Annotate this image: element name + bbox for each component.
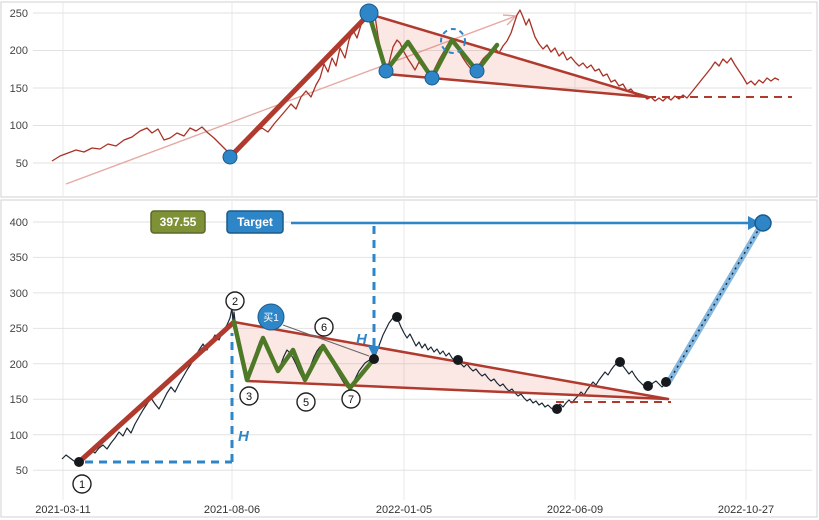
ytick-label: 250 <box>10 8 28 20</box>
ytick-label: 400 <box>10 217 28 229</box>
pivot-dot-black <box>643 381 653 391</box>
peak-dot <box>359 3 379 23</box>
pivot-dot-black <box>552 404 562 414</box>
wave-circle-7 <box>341 389 361 409</box>
height-label-h1: H <box>238 428 250 445</box>
wave-label-2: 2 <box>232 296 238 308</box>
top-panel-frame <box>0 1 818 198</box>
pennant-upper-line <box>232 320 670 401</box>
ytick-label: 250 <box>10 323 28 335</box>
wave-circle-1 <box>72 474 92 494</box>
wave-circle-3 <box>239 386 259 406</box>
ytick-label: 100 <box>10 430 28 442</box>
pivot-dot-black <box>74 457 84 467</box>
impulse-trendline <box>76 319 237 465</box>
xtick-label: 2021-03-11 <box>35 504 90 516</box>
ytick-label: 200 <box>10 359 28 371</box>
xtick-label: 2022-01-05 <box>376 504 432 516</box>
buy-pointer-line <box>282 324 370 357</box>
pivot-dot <box>469 63 485 79</box>
impulse-trendline <box>227 11 372 160</box>
ytick-label: 150 <box>10 394 28 406</box>
ytick-label: 100 <box>10 120 28 132</box>
pivot-dot-black <box>615 357 625 367</box>
ytick-label: 50 <box>16 465 28 477</box>
ytick-label: 150 <box>10 83 28 95</box>
ytick-label: 200 <box>10 45 28 57</box>
buy-marker-badge <box>257 303 285 331</box>
wave-circle-5 <box>296 392 316 412</box>
wave-circle-2 <box>225 291 245 311</box>
wave-label-1: 1 <box>79 479 85 491</box>
target-word-badge <box>226 210 284 234</box>
wave-label-7: 7 <box>348 394 354 406</box>
wave-label-5: 5 <box>303 397 309 409</box>
target-price-badge <box>150 210 206 234</box>
breakout-dot <box>369 354 379 364</box>
projection-dotted-overlay <box>667 226 761 384</box>
long-trend-arrow <box>65 15 517 185</box>
wave-label-3: 3 <box>246 391 252 403</box>
highlight-dashed-circle <box>440 28 466 54</box>
pivot-dot <box>424 70 440 86</box>
down-arrowhead-icon <box>368 346 380 358</box>
ytick-label: 300 <box>10 288 28 300</box>
wave-label-6: 6 <box>321 322 327 334</box>
target-dot <box>754 214 772 232</box>
target-word-label: Target <box>237 215 273 229</box>
xtick-label: 2022-10-27 <box>718 504 774 516</box>
wave-circle-6 <box>314 317 334 337</box>
ytick-label: 350 <box>10 252 28 264</box>
target-price-label: 397.55 <box>160 215 197 229</box>
pivot-dot-black <box>661 377 671 387</box>
pivot-dot <box>378 63 394 79</box>
xtick-label: 2022-06-09 <box>547 504 603 516</box>
height-label-h2: H <box>356 331 368 348</box>
buy-marker-label: 买1 <box>263 312 279 324</box>
pennant-lower-line <box>245 379 670 401</box>
pivot-dot-black <box>453 355 463 365</box>
pivot-dot-black <box>392 312 402 322</box>
flag-zigzag <box>231 319 377 391</box>
pennant-upper-line <box>367 12 650 99</box>
pivot-dot <box>222 149 238 165</box>
ytick-label: 50 <box>16 158 28 170</box>
xtick-label: 2021-08-06 <box>204 504 260 516</box>
